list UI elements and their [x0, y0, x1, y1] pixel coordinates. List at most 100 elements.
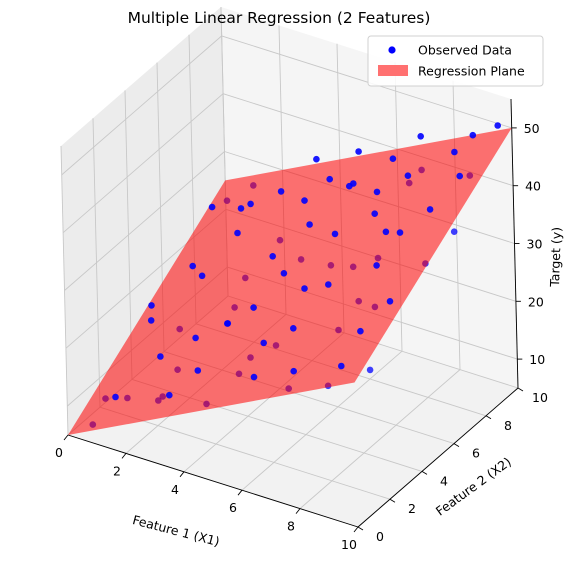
- data-point-70: [396, 229, 404, 236]
- grid-left-z-40: [62, 93, 224, 234]
- points-in-front-of-plane: [112, 122, 502, 401]
- data-point-24: [280, 270, 288, 277]
- data-point-3: [166, 391, 173, 399]
- data-point-15: [192, 334, 199, 342]
- data-point-31: [269, 252, 277, 260]
- y-tick-mark-8: [485, 415, 492, 420]
- data-point-21: [148, 302, 155, 309]
- data-point-4: [157, 353, 164, 360]
- tick-labels: 0 2 4 6 8 10 0 2 4 6 8 10 10 20 30 40 50: [55, 121, 548, 552]
- data-point-41: [326, 175, 334, 183]
- data-point-69: [224, 320, 231, 327]
- data-point-40: [277, 188, 285, 195]
- data-point-10: [290, 367, 298, 375]
- axis-lines: [63, 98, 524, 533]
- data-point-22: [198, 272, 206, 280]
- legend-label-observed: Observed Data: [418, 43, 512, 58]
- grid-left-z-30: [64, 151, 225, 291]
- data-point-14: [147, 317, 155, 324]
- data-point-5: [194, 367, 202, 374]
- x-tick-label-10: 10: [341, 537, 357, 552]
- regression-plane: [68, 127, 512, 436]
- y-tick-mark-0: [357, 526, 364, 531]
- x-axis-line: [67, 434, 359, 528]
- x-tick-mark-4: [179, 471, 185, 478]
- legend-marker-plane: [378, 65, 408, 76]
- data-point-13: [366, 366, 374, 374]
- y-tick-mark-4: [421, 471, 428, 475]
- y-tick-label-8: 8: [504, 418, 512, 433]
- data-point-30: [234, 229, 241, 237]
- y-axis-line: [357, 387, 519, 528]
- regression-plane-surface: [68, 127, 512, 436]
- grid-floor-x-8: [299, 369, 461, 509]
- data-point-37: [450, 228, 458, 235]
- x-tick-mark-0: [63, 434, 69, 441]
- data-point-68: [260, 339, 268, 347]
- x-tick-mark-2: [121, 453, 127, 459]
- y-tick-label-6: 6: [472, 446, 480, 461]
- y-tick-label-4: 4: [440, 473, 448, 488]
- z-tick-label-10: 10: [529, 352, 545, 367]
- grid-back-z-50: [221, 35, 512, 129]
- data-point-8: [250, 373, 258, 381]
- y-tick-mark-10: [517, 387, 524, 392]
- data-point-1: [112, 393, 119, 401]
- data-point-65: [237, 205, 245, 212]
- data-point-54: [250, 304, 257, 311]
- x-tick-label-6: 6: [229, 500, 237, 515]
- y-tick-label-10: 10: [532, 390, 548, 405]
- z-axis-label: Target (y): [547, 227, 564, 288]
- legend-label-plane: Regression Plane: [418, 64, 525, 79]
- y-tick-mark-2: [389, 498, 396, 503]
- legend: Observed Data Regression Plane: [367, 35, 544, 87]
- chart-title: Multiple Linear Regression (2 Features): [128, 9, 431, 27]
- data-point-45: [451, 148, 458, 156]
- data-point-48: [313, 155, 320, 163]
- data-point-25: [301, 285, 308, 292]
- data-point-43: [389, 155, 397, 162]
- data-point-56: [404, 172, 412, 179]
- z-tick-label-40: 40: [525, 179, 541, 194]
- data-point-27: [373, 262, 380, 269]
- data-point-72: [373, 188, 381, 196]
- y-tick-mark-6: [453, 443, 460, 447]
- grid-left-z-50: [61, 35, 222, 176]
- data-point-35: [382, 228, 390, 236]
- data-point-49: [355, 148, 362, 155]
- data-point-39: [247, 200, 254, 208]
- data-point-18: [290, 325, 297, 332]
- x-axis-label: Feature 1 (X1): [131, 512, 221, 549]
- data-point-36: [426, 206, 434, 213]
- data-point-75: [456, 172, 464, 180]
- data-point-34: [371, 210, 379, 217]
- data-point-38: [208, 203, 216, 211]
- data-point-29: [189, 262, 196, 270]
- data-point-58: [346, 182, 353, 190]
- data-point-12: [338, 362, 345, 370]
- x-tick-label-2: 2: [113, 463, 121, 478]
- legend-frame: [367, 35, 544, 87]
- z-tick-label-20: 20: [528, 294, 544, 309]
- data-point-33: [331, 230, 339, 238]
- data-point-67: [386, 298, 394, 305]
- data-point-63: [325, 281, 332, 288]
- data-point-50: [417, 133, 425, 140]
- x-tick-mark-6: [237, 489, 243, 496]
- data-point-32: [306, 221, 313, 228]
- y-tick-label-0: 0: [376, 529, 384, 544]
- x-tick-mark-10: [353, 526, 359, 533]
- legend-marker-observed: [388, 46, 396, 54]
- x-tick-label-8: 8: [287, 519, 295, 534]
- x-tick-mark-8: [295, 508, 301, 514]
- data-point-64: [301, 197, 308, 204]
- y-tick-label-2: 2: [408, 501, 416, 516]
- z-tick-label-50: 50: [524, 121, 540, 136]
- grid-floor-x-6: [241, 350, 403, 491]
- data-point-51: [469, 131, 477, 139]
- x-tick-label-0: 0: [55, 445, 63, 460]
- z-tick-label-30: 30: [527, 237, 543, 252]
- data-point-52: [494, 122, 502, 129]
- grid-floor-y-2: [99, 406, 391, 500]
